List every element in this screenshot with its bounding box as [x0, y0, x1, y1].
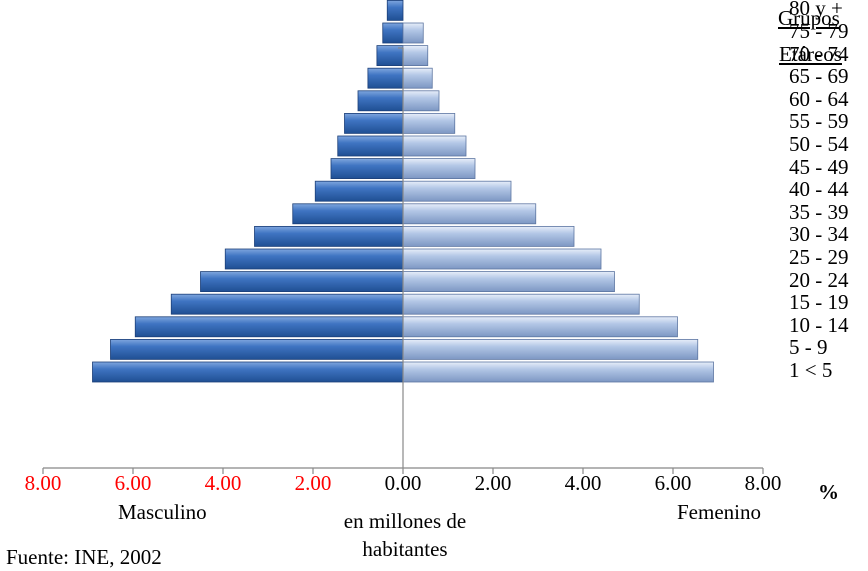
age-group-label: 45 - 49	[789, 154, 849, 179]
age-group-label: 65 - 69	[789, 64, 849, 89]
bar-masculino-6	[254, 225, 404, 247]
age-group-label: 10 - 14	[789, 312, 849, 337]
source-note: Fuente: INE, 2002	[6, 545, 162, 569]
bar-masculino-1	[110, 338, 404, 360]
x-tick-label: 4.00	[564, 471, 602, 495]
bar-masculino-2	[134, 316, 404, 338]
legend-femenino: Femenino	[677, 500, 761, 524]
age-group-label: 70 - 74	[789, 41, 849, 66]
bar-femenino-4	[402, 271, 615, 293]
bar-femenino-12	[402, 90, 440, 112]
x-axis-title-text: en millones de habitantes	[343, 509, 467, 561]
age-group-label: 75 - 79	[789, 19, 849, 43]
bar-masculino-10	[337, 135, 404, 157]
bar-femenino-15	[402, 22, 424, 44]
x-tick-label: 8.00	[744, 471, 782, 495]
bar-femenino-14	[402, 45, 429, 66]
age-group-label: 60 - 64	[789, 86, 849, 111]
age-group-label: 55 - 59	[789, 109, 849, 134]
bar-femenino-13	[402, 67, 433, 89]
bar-masculino-4	[200, 271, 404, 293]
bar-femenino-7	[402, 203, 537, 225]
age-group-label: 20 - 24	[789, 267, 849, 292]
bar-femenino-8	[402, 180, 512, 202]
x-tick-label: 6.00	[114, 471, 152, 495]
bar-masculino-3	[170, 293, 404, 315]
bar-masculino-0	[92, 361, 404, 383]
age-group-label: 40 - 44	[789, 177, 849, 202]
bar-femenino-1	[402, 338, 699, 360]
x-tick-label: 2.00	[474, 471, 512, 495]
bar-masculino-9	[330, 158, 404, 180]
bar-masculino-7	[292, 203, 404, 225]
age-group-label: 50 - 54	[789, 132, 849, 156]
bar-masculino-8	[314, 180, 404, 202]
bar-femenino-2	[402, 316, 678, 338]
bar-masculino-13	[367, 67, 404, 89]
age-group-label: 30 - 34	[789, 222, 849, 247]
x-tick-label: 6.00	[654, 471, 692, 495]
bar-femenino-9	[402, 158, 476, 180]
bar-femenino-0	[402, 361, 714, 383]
bar-femenino-3	[402, 293, 640, 315]
age-group-label: 80 y +	[789, 0, 843, 21]
x-tick-label: 2.00	[294, 471, 332, 495]
age-group-label: 5 - 9	[789, 335, 828, 360]
age-group-label: 25 - 29	[789, 245, 849, 269]
percent-symbol: %	[818, 480, 839, 504]
age-group-label: 35 - 39	[789, 199, 849, 224]
bar-femenino-6	[402, 225, 575, 247]
age-group-label: 1 < 5	[789, 358, 833, 382]
bar-masculino-12	[357, 90, 404, 112]
category-title-line1: Grupos	[778, 6, 840, 30]
x-tick-label: 4.00	[204, 471, 242, 495]
legend-masculino: Masculino	[118, 500, 207, 524]
age-group-label: 15 - 19	[789, 290, 849, 315]
x-tick-label: 0.00	[384, 471, 422, 495]
bar-femenino-11	[402, 113, 456, 134]
category-title-line2: Etáreos	[779, 42, 842, 66]
bar-masculino-5	[224, 248, 404, 270]
x-axis-title: en millones de habitantes	[320, 507, 490, 563]
bar-masculino-16	[386, 0, 404, 21]
x-tick-label: 8.00	[24, 471, 62, 495]
bar-masculino-11	[344, 113, 404, 134]
bar-femenino-5	[402, 248, 602, 270]
bar-femenino-10	[402, 135, 467, 157]
bar-masculino-15	[382, 22, 404, 44]
